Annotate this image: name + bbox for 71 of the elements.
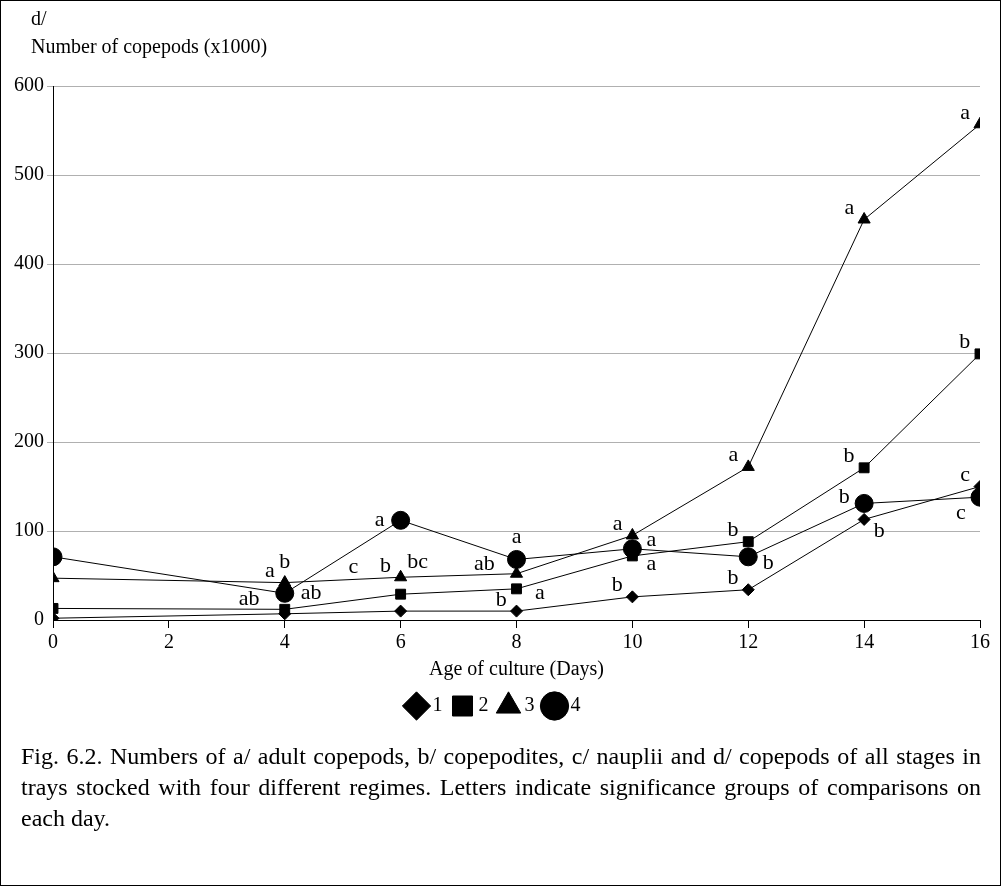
annotation: a: [374, 506, 385, 532]
legend-label: 1: [432, 693, 443, 716]
annotation: a: [728, 441, 739, 467]
y-tick-label: 300: [14, 340, 44, 363]
point: [394, 569, 408, 582]
x-tick-label: 2: [163, 630, 174, 653]
annotation: b: [838, 483, 850, 509]
chart-title: d/: [31, 7, 47, 29]
y-tick-label: 200: [14, 429, 44, 452]
x-tick-label: 16: [970, 630, 990, 653]
legend-label: 2: [478, 693, 489, 716]
annotation: ab: [238, 584, 260, 610]
x-tick-label: 0: [48, 630, 58, 653]
annotation: a: [534, 579, 545, 605]
annotation: b: [379, 551, 391, 577]
annotation: b: [843, 442, 855, 468]
point: [854, 493, 874, 513]
annotation: a: [612, 509, 623, 535]
annotation: c: [956, 498, 967, 524]
point: [509, 566, 524, 578]
annotation: a: [646, 550, 657, 576]
annotation: a: [646, 526, 657, 552]
legend-label: 3: [524, 693, 535, 716]
annotation: c: [960, 460, 971, 486]
annotation: a: [265, 557, 276, 583]
point: [742, 536, 754, 548]
x-tick-label: 12: [738, 630, 759, 653]
annotation: a: [844, 193, 855, 219]
annotation: ab: [300, 579, 322, 605]
annotation: b: [495, 585, 507, 611]
point: [395, 588, 407, 600]
point: [510, 604, 523, 618]
x-tick-label: 10: [622, 630, 643, 653]
annotation: b: [873, 516, 885, 542]
point: [507, 549, 526, 569]
x-tick-label: 8: [511, 630, 522, 653]
x-tick-label: 14: [854, 630, 875, 653]
annotation: a: [511, 523, 522, 549]
y-axis-title: Number of copepods (x1000): [31, 35, 268, 58]
y-tick-label: 600: [14, 73, 44, 96]
x-tick-label: 6: [395, 630, 406, 653]
point: [278, 575, 292, 587]
point: [857, 512, 871, 526]
x-axis-title: Age of culture (Days): [429, 657, 604, 681]
point: [625, 527, 639, 540]
point: [511, 583, 522, 595]
point: [858, 462, 870, 474]
y-tick-label: 100: [14, 518, 44, 541]
annotation: b: [727, 516, 739, 542]
annotation: c: [348, 553, 359, 579]
y-tick-label: 400: [14, 251, 44, 274]
point: [738, 547, 758, 567]
annotation: a: [960, 98, 971, 124]
y-tick-label: 500: [14, 162, 44, 185]
annotation: b: [727, 564, 739, 590]
annotation: b: [279, 547, 291, 573]
annotation: ab: [474, 549, 495, 575]
caption: Fig. 6.2. Numbers of a/ adult copepods, b/ copepodites, c/ nauplii and d/ copepods of all stages in trays stocked with four different regimes. Letters indicate significance groups of comparisons on each day.: [21, 742, 981, 833]
legend-label: 4: [570, 693, 581, 716]
point: [857, 212, 871, 224]
point: [741, 583, 755, 597]
annotation: b: [762, 548, 774, 574]
point: [741, 459, 755, 471]
x-tick-label: 4: [279, 630, 290, 653]
y-tick-label: 0: [34, 607, 44, 630]
point: [394, 604, 408, 618]
point: [625, 590, 639, 604]
annotation: b: [611, 571, 623, 597]
annotation: bc: [407, 547, 429, 573]
annotation: b: [959, 328, 971, 354]
point: [391, 510, 411, 530]
